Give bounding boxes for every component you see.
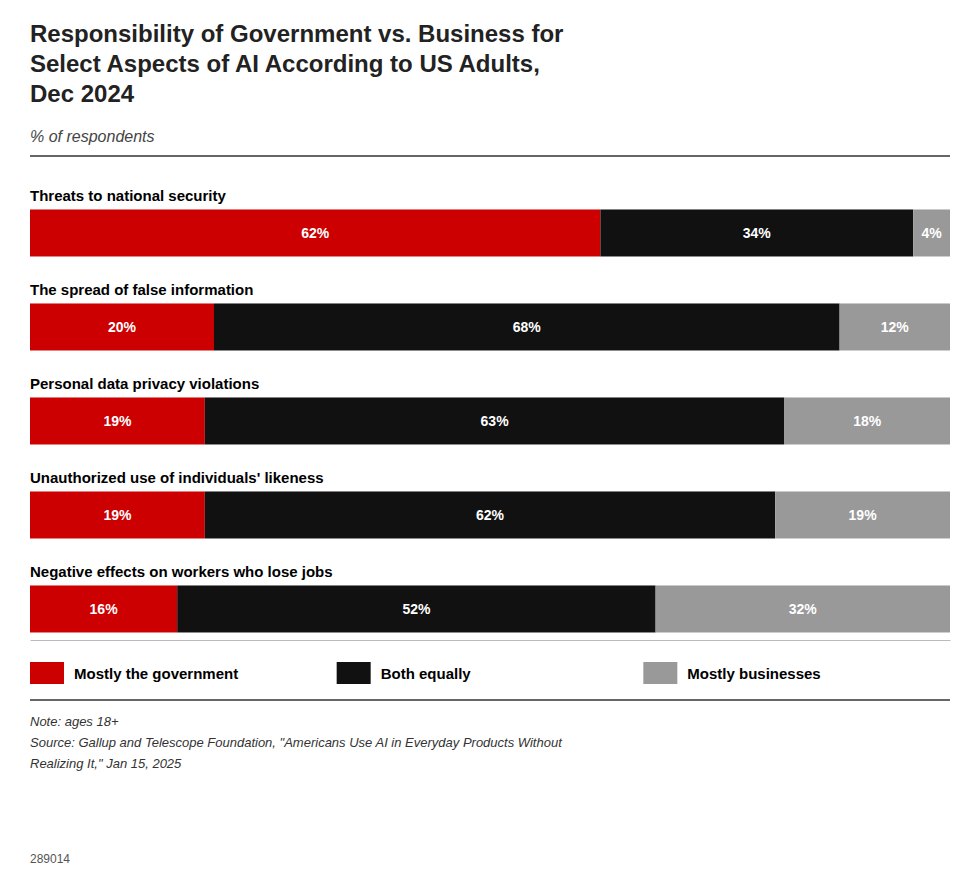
data-label: 63% xyxy=(481,413,510,429)
separator xyxy=(30,155,950,157)
title-line: Responsibility of Government vs. Busines… xyxy=(30,20,563,47)
data-label: 16% xyxy=(90,601,119,617)
bar xyxy=(30,585,177,632)
data-label: 19% xyxy=(103,413,132,429)
title: Responsibility of Government vs. Busines… xyxy=(30,20,563,107)
data-label: 19% xyxy=(103,507,132,523)
bar xyxy=(214,303,840,350)
bar xyxy=(784,397,950,444)
legend-item: Both equally xyxy=(337,662,472,684)
title-line: Select Aspects of AI According to US Adu… xyxy=(30,50,540,77)
bar xyxy=(30,209,600,256)
chart: Responsibility of Government vs. Busines… xyxy=(0,0,980,885)
data-label: 34% xyxy=(743,225,772,241)
bar xyxy=(600,209,913,256)
legend-item: Mostly the government xyxy=(30,662,238,684)
bar xyxy=(775,491,950,538)
title-line: Dec 2024 xyxy=(30,80,135,107)
category-label: Personal data privacy violations xyxy=(30,375,259,392)
legend-label: Mostly the government xyxy=(74,665,238,682)
data-label: 52% xyxy=(402,601,431,617)
category-label: Unauthorized use of individuals' likenes… xyxy=(30,469,324,486)
series xyxy=(656,209,950,632)
data-label: 62% xyxy=(476,507,505,523)
bar xyxy=(205,491,775,538)
data-label: 4% xyxy=(921,225,942,241)
data-label: 20% xyxy=(108,319,137,335)
data-label: 19% xyxy=(849,507,878,523)
legend-swatch xyxy=(30,662,64,684)
bar xyxy=(840,303,950,350)
data-label: 18% xyxy=(853,413,882,429)
bars xyxy=(30,209,950,632)
data-label: 68% xyxy=(513,319,542,335)
bar xyxy=(30,397,205,444)
bar xyxy=(205,397,785,444)
data-label: 12% xyxy=(881,319,910,335)
data-labels: 62% 20% 19% 19% 16% 34% 68% 63% 62% 52% 4% 12% 18% 19… xyxy=(90,225,943,617)
bar xyxy=(177,585,655,632)
bar xyxy=(656,585,950,632)
note: Note: ages 18+ Source: Gallup and Telesco… xyxy=(30,714,563,771)
footnote: 289014 xyxy=(30,852,70,866)
legend-item: Mostly businesses xyxy=(643,662,820,684)
x-axis xyxy=(31,640,951,641)
legend-swatch xyxy=(643,662,677,684)
x-axis-line xyxy=(31,640,951,641)
legend-label: Both equally xyxy=(381,665,472,682)
data-label: 32% xyxy=(789,601,818,617)
category-labels: Threats to national security The spread o… xyxy=(30,187,333,580)
bar xyxy=(913,209,950,256)
separator xyxy=(30,699,950,701)
subtitle: % of respondents xyxy=(30,128,155,145)
category-label: Negative effects on workers who lose job… xyxy=(30,563,333,580)
category-label: Threats to national security xyxy=(30,187,227,204)
note-line: Source: Gallup and Telescope Foundation,… xyxy=(30,735,563,750)
legend: Mostly the government Both equally Mostly … xyxy=(30,662,821,684)
legend-swatch xyxy=(337,662,371,684)
bar xyxy=(30,491,205,538)
data-label: 62% xyxy=(301,225,330,241)
note-line: Note: ages 18+ xyxy=(30,714,119,729)
legend-label: Mostly businesses xyxy=(687,665,820,682)
category-label: The spread of false information xyxy=(30,281,253,298)
bar xyxy=(30,303,214,350)
note-line: Realizing It," Jan 15, 2025 xyxy=(30,756,182,771)
